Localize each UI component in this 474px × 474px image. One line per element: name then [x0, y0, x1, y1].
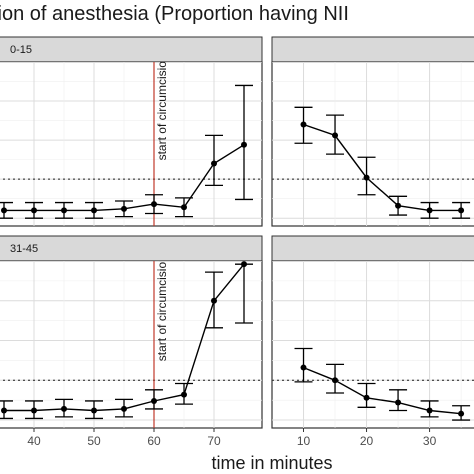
x-tick-label: 20 [360, 434, 374, 448]
panel-content [272, 62, 474, 226]
data-point [458, 207, 465, 214]
data-point [363, 394, 370, 401]
chart-title: tion of anesthesia (Proportion having NI… [0, 3, 349, 25]
panel-top-right [271, 36, 474, 227]
data-point [332, 377, 339, 384]
error-bar [205, 134, 223, 187]
data-point [121, 405, 127, 412]
data-point [181, 204, 187, 211]
data-point [395, 399, 402, 406]
x-tick-label: 30 [423, 434, 437, 448]
data-point [332, 132, 339, 139]
panel-content [272, 261, 474, 428]
x-tick-label: 50 [87, 434, 101, 448]
data-point [1, 207, 7, 214]
strip-background [271, 36, 474, 63]
series-line [303, 123, 462, 212]
data-point [300, 364, 307, 371]
data-point [91, 407, 97, 414]
strip-label: 31-45 [10, 243, 38, 255]
panel-top-left: 0-15 start of circumcision [0, 36, 263, 227]
data-point [211, 160, 217, 167]
panel-bottom-left: 31-45 start of circumcision 40 50 60 70 [0, 235, 263, 448]
x-tick-label: 60 [147, 434, 161, 448]
x-tick-label: 70 [207, 434, 221, 448]
strip-background [0, 235, 263, 262]
data-point [31, 207, 37, 214]
data-point [121, 205, 127, 212]
data-point [300, 121, 307, 128]
data-point [458, 410, 465, 417]
x-axis-title: time in minutes [211, 453, 332, 473]
data-point [241, 141, 247, 148]
panel-background [0, 260, 263, 429]
x-tick-label: 40 [27, 434, 41, 448]
data-point [363, 174, 370, 181]
strip-background [271, 235, 474, 262]
data-point [61, 405, 67, 412]
data-point [31, 407, 37, 414]
data-point [395, 202, 402, 209]
panels: 0-15 start of circumcision 31-45 start of c… [0, 36, 474, 448]
start-marker-label: start of circumcision [155, 255, 169, 361]
data-point [211, 297, 217, 304]
data-point [91, 207, 97, 214]
data-point [426, 207, 433, 214]
panel-content: start of circumcision [0, 54, 262, 226]
data-point [1, 407, 7, 414]
data-point [181, 391, 187, 398]
data-point [151, 201, 157, 208]
panel-content: start of circumcision [0, 255, 262, 428]
data-point [426, 407, 433, 414]
start-marker-label: start of circumcision [155, 54, 169, 160]
panel-background [271, 61, 474, 227]
data-point [61, 207, 67, 214]
series-line [303, 366, 462, 415]
strip-label: 0-15 [10, 44, 32, 56]
panel-background [271, 260, 474, 429]
x-tick-label: 10 [297, 434, 311, 448]
data-point [241, 261, 247, 268]
data-point [151, 397, 157, 404]
panel-bottom-right: 10203040 [271, 235, 474, 448]
strip-background [0, 36, 263, 63]
